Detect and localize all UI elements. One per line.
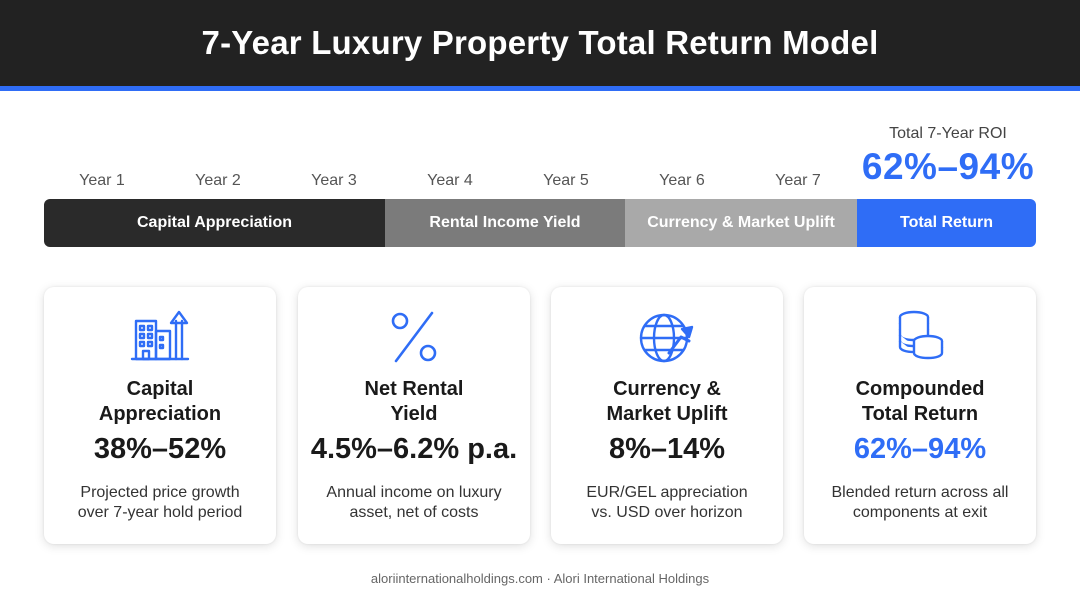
card-title: Capital Appreciation xyxy=(98,378,222,425)
timeline-bar: Capital Appreciation Rental Income Yield… xyxy=(44,199,1036,247)
globe-growth-icon xyxy=(639,313,694,363)
segment-rental-income-yield: Rental Income Yield xyxy=(385,199,625,247)
card-currency-market-uplift: Currency & Market Uplift 8%–14% EUR/GEL … xyxy=(551,287,783,544)
card-capital-appreciation: Capital Appreciation 38%–52% Projected p… xyxy=(44,287,276,544)
page-title: 7-Year Luxury Property Total Return Mode… xyxy=(201,24,879,61)
year-label-6: Year 6 xyxy=(659,172,705,189)
year-label-7: Year 7 xyxy=(775,172,821,189)
card-description: EUR/GEL appreciation vs. USD over horizo… xyxy=(586,484,748,521)
footer-text: aloriinternationalholdings.com · Alori I… xyxy=(370,571,710,586)
card-value: 62%–94% xyxy=(853,433,987,465)
card-value: 4.5%–6.2% p.a. xyxy=(310,433,518,465)
card-compounded-total-return: Compounded Total Return 62%–94% Blended … xyxy=(804,287,1036,544)
card-value: 38%–52% xyxy=(93,433,227,465)
total-roi-value: 62%–94% xyxy=(861,146,1035,187)
year-label-1: Year 1 xyxy=(79,172,125,189)
card-title: Compounded Total Return xyxy=(855,378,985,425)
coin-stack-icon xyxy=(898,310,944,360)
header-accent-line xyxy=(0,86,1080,91)
segment-currency-market-uplift: Currency & Market Uplift xyxy=(625,199,857,247)
year-label-2: Year 2 xyxy=(195,172,241,189)
segment-total-return: Total Return xyxy=(857,199,1036,247)
card-net-rental-yield: Net Rental Yield 4.5%–6.2% p.a. Annual i… xyxy=(298,287,530,544)
card-description: Projected price growth over 7-year hold … xyxy=(77,484,243,521)
year-label-4: Year 4 xyxy=(427,172,473,189)
card-title: Currency & Market Uplift xyxy=(606,378,728,425)
building-growth-icon xyxy=(130,310,190,361)
year-label-3: Year 3 xyxy=(311,172,357,189)
percent-icon xyxy=(391,311,437,363)
card-description: Annual income on luxury asset, net of co… xyxy=(326,484,502,521)
card-description: Blended return across all components at … xyxy=(831,484,1009,521)
year-label-5: Year 5 xyxy=(543,172,589,189)
card-title: Net Rental Yield xyxy=(364,378,464,425)
header-bar: 7-Year Luxury Property Total Return Mode… xyxy=(0,0,1080,86)
total-roi-label: Total 7-Year ROI xyxy=(889,125,1007,142)
card-value: 8%–14% xyxy=(608,433,726,465)
segment-capital-appreciation: Capital Appreciation xyxy=(44,199,385,247)
